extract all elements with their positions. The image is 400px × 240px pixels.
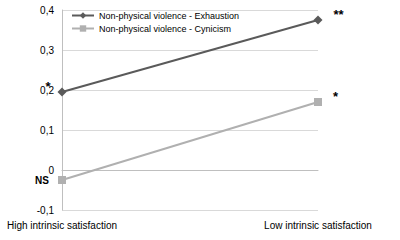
svg-text:*: * (45, 79, 51, 94)
svg-text:0,4: 0,4 (40, 5, 54, 16)
svg-text:NS: NS (35, 175, 49, 186)
svg-text:-0,1: -0,1 (37, 205, 55, 216)
svg-text:0,2: 0,2 (40, 84, 54, 96)
svg-text:Non-physical violence - Cynici: Non-physical violence - Cynicism (99, 24, 231, 34)
svg-text:Non-physical violence - Exhaus: Non-physical violence - Exhaustion (99, 11, 239, 21)
svg-text:**: ** (334, 7, 345, 22)
svg-text:0,3: 0,3 (40, 45, 54, 56)
svg-text:High intrinsic satisfaction: High intrinsic satisfaction (7, 220, 117, 231)
svg-text:Low intrinsic satisfaction: Low intrinsic satisfaction (264, 220, 372, 231)
svg-text:*: * (333, 89, 339, 104)
svg-text:0,1: 0,1 (40, 125, 54, 136)
svg-text:0: 0 (48, 165, 54, 176)
